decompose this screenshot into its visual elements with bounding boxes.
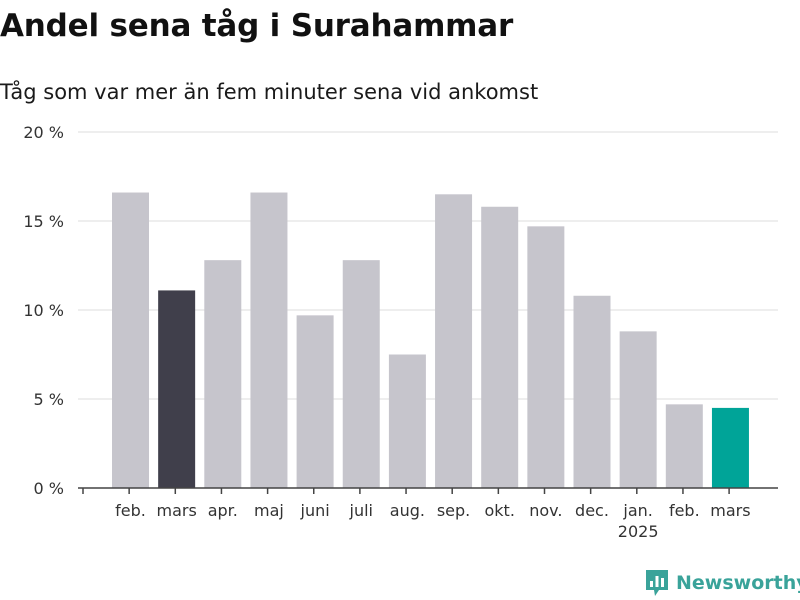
bar-juni (296, 315, 334, 488)
bar-dec (573, 295, 611, 488)
bar-apr (204, 260, 242, 488)
bar-aug (388, 354, 426, 488)
x-tick-label: juni (300, 501, 330, 520)
bar-mars (711, 407, 749, 488)
x-tick-label: sep. (437, 501, 470, 520)
x-tick-sublabel: 2025 (618, 522, 659, 541)
newsworthy-logo-text: Newsworthy (676, 572, 800, 594)
bar-feb (665, 404, 703, 488)
y-tick-label: 15 % (23, 212, 64, 231)
bar-juli (342, 260, 380, 488)
newsworthy-logo-icon (646, 570, 668, 596)
bar-jan (619, 331, 657, 488)
x-tick-label: juli (349, 501, 373, 520)
y-tick-label: 5 % (34, 390, 64, 409)
y-tick-label: 10 % (23, 301, 64, 320)
x-tick-label: jan. (622, 501, 652, 520)
chart-subtitle: Tåg som var mer än fem minuter sena vid … (0, 80, 539, 104)
x-tick-label: nov. (529, 501, 562, 520)
x-tick-label: feb. (115, 501, 146, 520)
bar-okt (481, 206, 519, 488)
newsworthy-logo: Newsworthy (644, 568, 800, 598)
bar-maj (250, 192, 288, 488)
bar-feb (112, 192, 149, 488)
x-tick-label: mars (156, 501, 196, 520)
chart-title: Andel sena tåg i Surahammar (0, 8, 514, 44)
bar-sep (435, 194, 473, 489)
x-tick-label: apr. (208, 501, 238, 520)
y-tick-label: 20 % (23, 123, 64, 142)
x-tick-label: mars (710, 501, 750, 520)
bar-mars (158, 290, 196, 488)
x-tick-label: okt. (484, 501, 514, 520)
y-tick-label: 0 % (34, 479, 64, 498)
x-tick-label: aug. (390, 501, 425, 520)
x-tick-label: maj (254, 501, 284, 520)
x-tick-label: feb. (669, 501, 700, 520)
x-tick-label: dec. (575, 501, 609, 520)
bar-nov (527, 226, 565, 488)
